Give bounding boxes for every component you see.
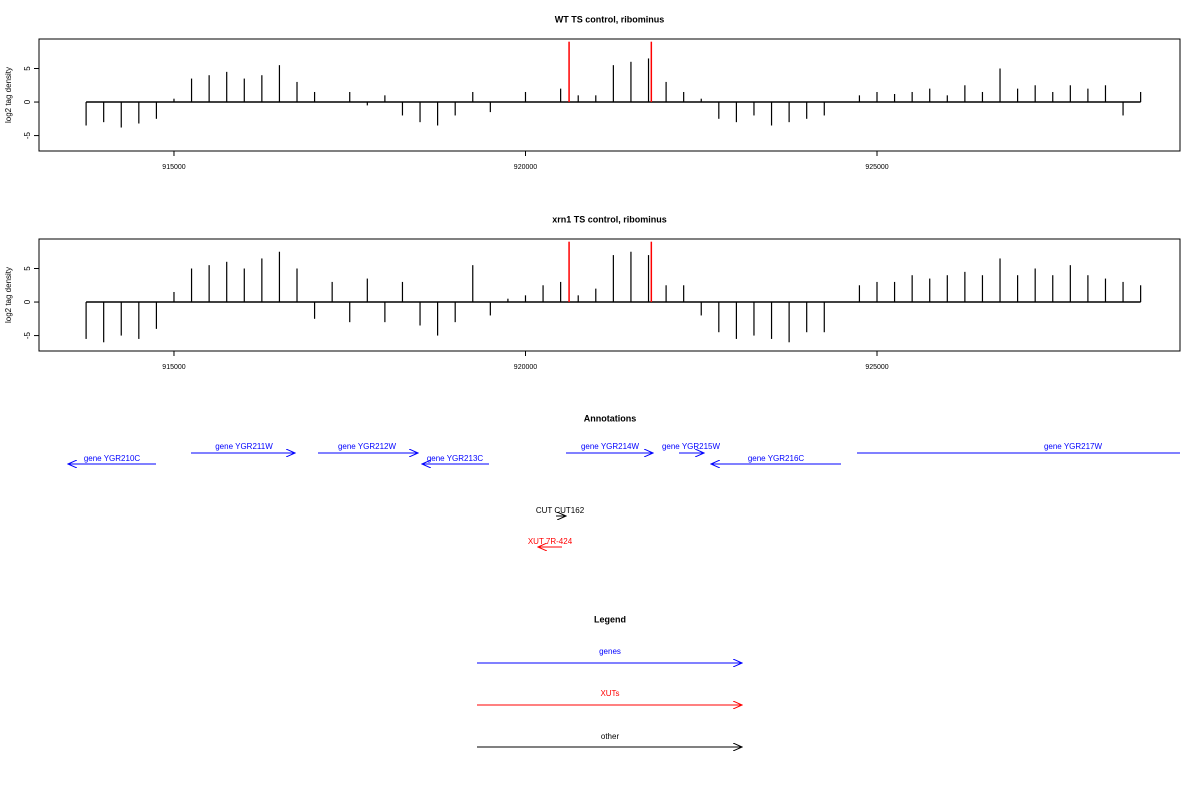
x-tick-label: 920000 [514,364,537,371]
feature-label: gene YGR214W [581,442,640,451]
legend-label: XUTs [600,689,619,698]
y-tick-label: -5 [23,131,32,139]
y-tick-label: 0 [23,99,32,104]
legend-label: genes [599,647,621,656]
annotations-title: Annotations [584,413,637,423]
x-tick-label: 915000 [162,164,185,171]
feature-label: gene YGR217W [1044,442,1103,451]
y-tick-label: 5 [23,266,32,271]
feature-label: XUT 7R-424 [528,537,573,546]
feature-label: gene YGR210C [84,454,141,463]
y-tick-label: 0 [23,299,32,304]
feature-label: gene YGR216C [748,454,805,463]
x-tick-label: 925000 [865,364,888,371]
annotations: Annotations gene YGR210C gene YGR211W ge… [68,413,1180,547]
y-tick-label: 5 [23,66,32,71]
chart-title: WT TS control, ribominus [555,14,665,24]
feature-label: CUT CUT162 [536,506,585,515]
plot-frame [38,38,1181,152]
legend-title: Legend [594,614,626,624]
x-tick-label: 925000 [865,164,888,171]
legend: Legend genes XUTs other [477,614,742,747]
y-axis-label: log2 tag density [4,267,13,323]
y-tick-label: -5 [23,331,32,339]
x-tick-label: 915000 [162,364,185,371]
feature-label: gene YGR215W [662,442,721,451]
y-axis-label: log2 tag density [4,67,13,123]
legend-label: other [601,732,620,741]
feature-label: gene YGR211W [215,442,273,451]
chart-title: xrn1 TS control, ribominus [552,214,667,224]
plot-frame [38,238,1181,352]
feature-label: gene YGR212W [338,442,397,451]
x-tick-label: 920000 [514,164,537,171]
feature-label: gene YGR213C [427,454,484,463]
